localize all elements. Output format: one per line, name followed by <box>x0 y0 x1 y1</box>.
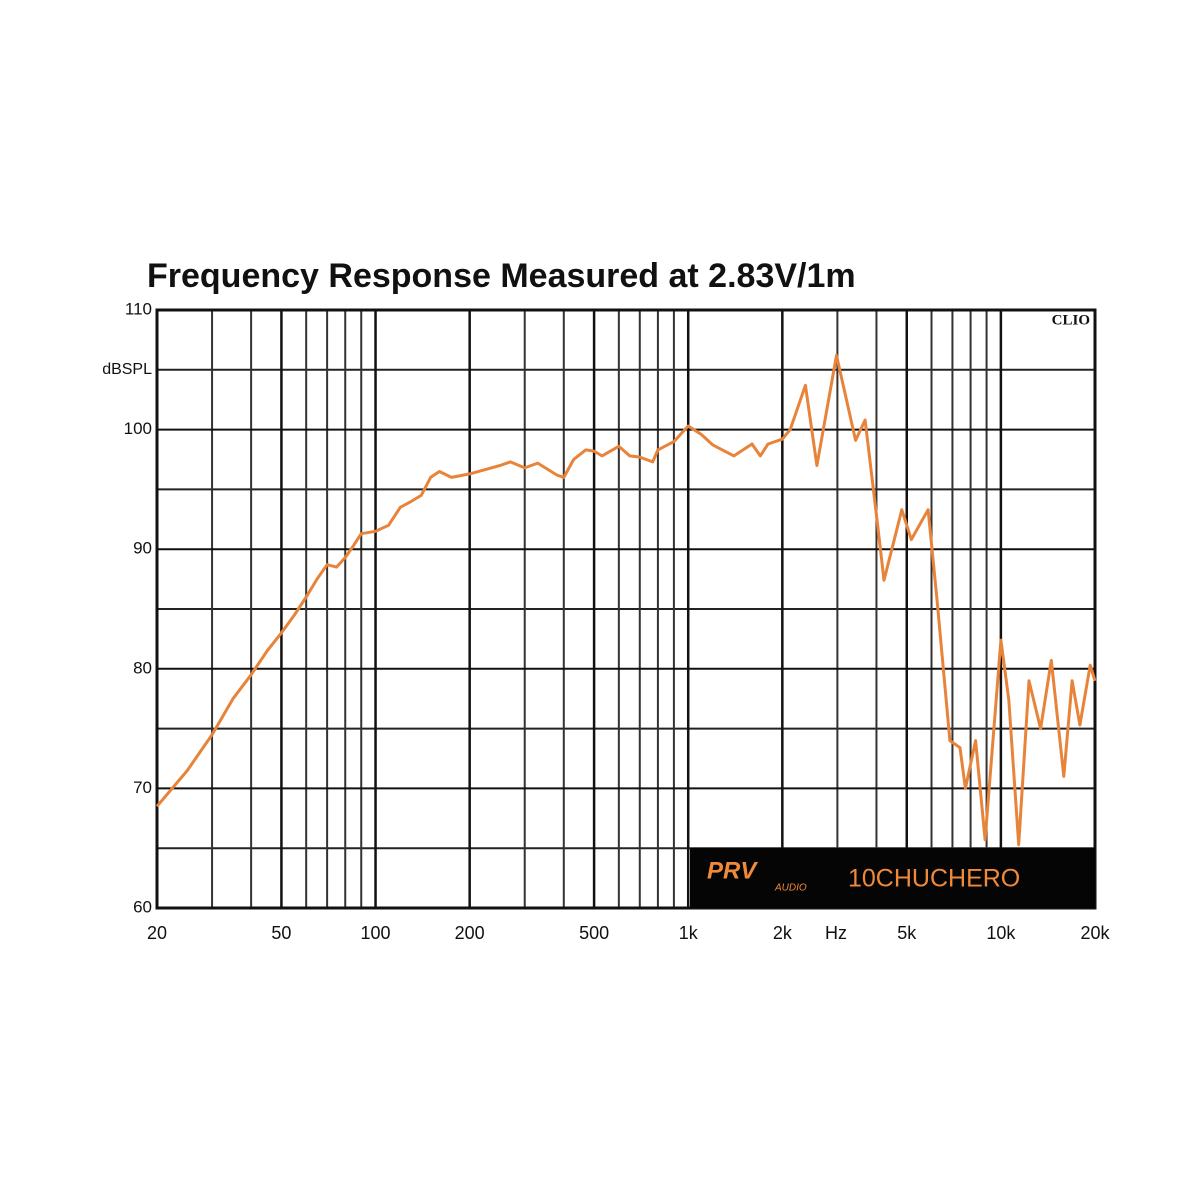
brand-logo: PRV <box>707 857 758 884</box>
response-line <box>155 353 1097 847</box>
model-name: 10CHUCHERO <box>848 865 1020 893</box>
brand-box <box>690 848 1095 908</box>
y-tick-label: 70 <box>133 778 152 797</box>
x-tick-label: 10k <box>986 923 1016 943</box>
y-tick-label: 60 <box>133 897 152 916</box>
brand-sub: AUDIO <box>774 883 807 894</box>
series <box>155 353 1097 847</box>
x-tick-label: 20 <box>147 923 167 943</box>
x-tick-label: 2k <box>773 923 793 943</box>
plot-frame <box>155 308 1097 910</box>
x-axis-label: Hz <box>825 923 847 943</box>
y-tick-label: 90 <box>133 539 152 558</box>
y-axis-label: dBSPL <box>102 361 152 378</box>
watermark: CLIO <box>1052 312 1090 328</box>
x-tick-label: 1k <box>679 923 699 943</box>
x-tick-label: 200 <box>455 923 485 943</box>
chart-title: Frequency Response Measured at 2.83V/1m <box>147 257 856 295</box>
x-tick-label: 5k <box>897 923 917 943</box>
x-tick-label: 100 <box>361 923 391 943</box>
x-tick-label: 20k <box>1080 923 1110 943</box>
y-tick-label: 110 <box>125 299 152 318</box>
y-tick-label: 80 <box>133 658 152 677</box>
x-tick-label: 50 <box>271 923 291 943</box>
x-tick-label: 500 <box>579 923 609 943</box>
y-tick-label: 100 <box>124 419 152 438</box>
